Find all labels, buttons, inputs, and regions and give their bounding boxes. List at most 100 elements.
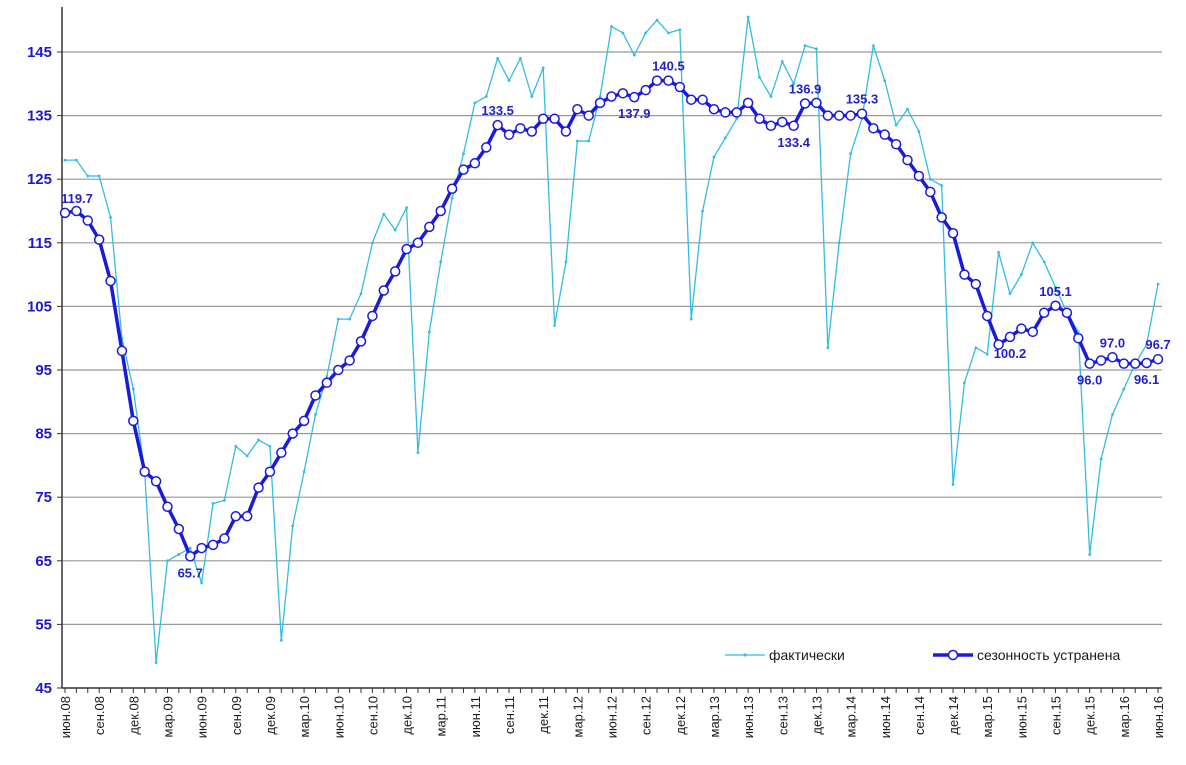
y-tick-label: 125 <box>27 171 52 188</box>
point <box>93 234 105 245</box>
data-label: 135.3 <box>846 92 879 107</box>
point <box>883 79 887 83</box>
point <box>894 123 898 127</box>
point <box>936 212 947 223</box>
point <box>621 31 625 35</box>
point <box>219 533 230 544</box>
point <box>1073 332 1084 344</box>
point <box>378 285 390 296</box>
x-tick-label: июн.08 <box>58 696 73 738</box>
point <box>279 638 283 642</box>
point <box>985 352 989 356</box>
point <box>63 158 67 162</box>
point <box>629 91 640 103</box>
point <box>359 292 363 296</box>
point <box>731 107 742 118</box>
point <box>871 44 875 48</box>
data-label: 96.1 <box>1134 372 1159 387</box>
y-tick-label: 45 <box>35 680 52 697</box>
x-tick-label: дек.11 <box>536 696 551 734</box>
point <box>678 28 682 32</box>
point <box>981 310 993 322</box>
point <box>496 56 500 60</box>
data-label: 137.9 <box>618 106 651 121</box>
point <box>974 346 978 350</box>
point <box>59 207 71 219</box>
legend-marker <box>947 649 959 661</box>
point <box>446 183 458 194</box>
point <box>1050 300 1061 312</box>
point <box>970 278 982 290</box>
point <box>951 483 955 486</box>
point <box>640 84 651 96</box>
point <box>439 260 443 264</box>
x-tick-label: июн.13 <box>741 696 756 738</box>
x-tick-label: сен.15 <box>1049 696 1064 735</box>
point <box>906 107 909 111</box>
x-tick-label: дек.15 <box>1083 696 1098 735</box>
data-label: 133.4 <box>777 135 810 150</box>
point <box>116 345 128 357</box>
point <box>435 205 446 217</box>
point <box>196 542 207 554</box>
point <box>484 95 488 98</box>
y-tick-label: 75 <box>35 489 52 506</box>
x-tick-label: июн.15 <box>1014 696 1029 738</box>
point <box>780 60 784 63</box>
point <box>450 196 454 200</box>
y-tick-label: 85 <box>35 426 52 443</box>
point <box>541 66 545 70</box>
point <box>469 158 481 169</box>
point <box>200 581 204 585</box>
point <box>166 559 169 563</box>
point <box>868 123 879 134</box>
x-tick-label: июн.14 <box>878 696 893 738</box>
point <box>416 451 420 455</box>
data-label: 136.9 <box>789 82 822 97</box>
point <box>321 377 333 388</box>
point <box>594 97 606 109</box>
point <box>344 355 355 366</box>
point <box>940 184 944 187</box>
legend-marker <box>743 653 747 657</box>
point <box>674 81 686 93</box>
point <box>268 444 272 448</box>
point <box>291 524 295 528</box>
point <box>928 177 932 181</box>
point <box>564 260 568 264</box>
point <box>1099 457 1103 461</box>
x-tick-label: дек.09 <box>263 696 278 735</box>
point <box>833 110 845 121</box>
point <box>150 476 162 487</box>
point <box>1008 292 1012 296</box>
point <box>336 317 340 321</box>
point <box>264 466 276 478</box>
point <box>663 75 674 86</box>
point <box>1156 282 1160 286</box>
x-tick-label: мар.15 <box>980 696 995 737</box>
point <box>1042 260 1046 264</box>
x-tick-label: мар.11 <box>434 696 449 737</box>
point <box>230 511 242 522</box>
point <box>401 243 412 255</box>
point <box>310 390 321 401</box>
y-tick-label: 65 <box>35 553 52 570</box>
point <box>492 119 503 131</box>
point <box>606 91 617 102</box>
y-tick-label: 145 <box>27 44 52 61</box>
data-label: 97.0 <box>1100 335 1125 350</box>
series-line <box>65 16 1159 663</box>
x-tick-label: дек.12 <box>673 696 688 735</box>
point <box>458 164 469 175</box>
point <box>253 482 264 493</box>
point <box>355 336 367 347</box>
point <box>1095 355 1107 366</box>
point <box>287 428 298 439</box>
y-tick-label: 55 <box>35 616 52 633</box>
point <box>560 126 572 137</box>
point <box>1019 273 1023 276</box>
x-tick-label: сен.12 <box>639 696 654 735</box>
y-tick-label: 115 <box>28 235 52 252</box>
point <box>348 317 352 321</box>
x-tick-label: дек.14 <box>946 696 961 735</box>
